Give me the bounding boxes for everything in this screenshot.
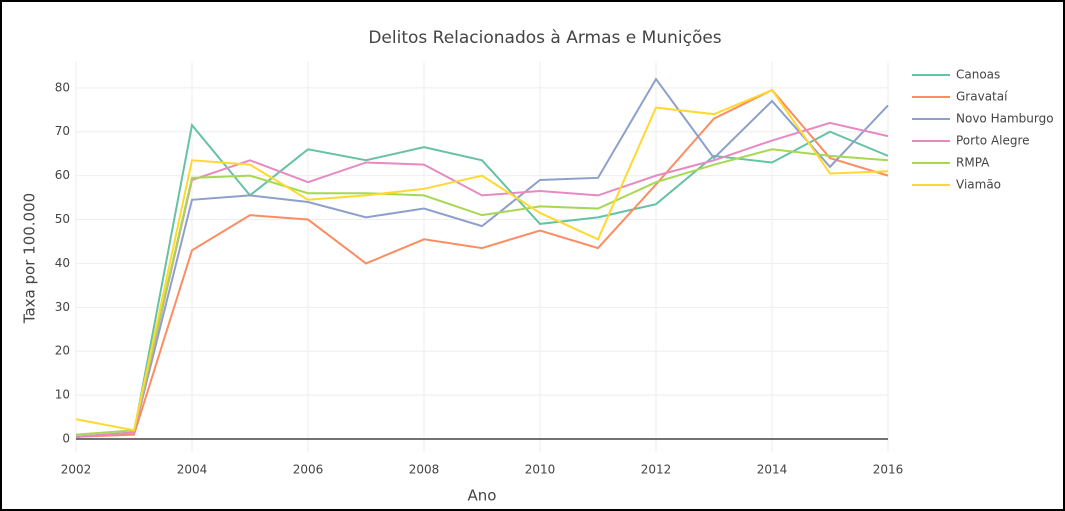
series-line	[75, 121, 889, 438]
y-tick-label: 50	[55, 212, 70, 226]
series-line	[75, 88, 889, 438]
x-tick-label: 2004	[177, 463, 208, 477]
legend-label: RMPA	[956, 156, 990, 170]
y-axis-label: Taxa por 100.000	[21, 193, 39, 324]
y-tick-label: 20	[55, 344, 70, 358]
x-tick-label: 2008	[409, 463, 440, 477]
x-tick-label: 2012	[641, 463, 672, 477]
legend-label: Viamão	[956, 178, 1001, 192]
chart-title: Delitos Relacionados à Armas e Munições	[368, 28, 721, 48]
x-axis-label: Ano	[468, 487, 497, 505]
y-tick-label: 0	[62, 432, 70, 446]
x-tick-label: 2016	[873, 463, 904, 477]
legend-label: Porto Alegre	[956, 134, 1030, 148]
y-tick-label: 30	[55, 300, 70, 314]
x-tick-label: 2002	[61, 463, 92, 477]
y-tick-label: 60	[55, 168, 70, 182]
legend-label: Novo Hamburgo	[956, 112, 1054, 126]
x-tick-label: 2014	[757, 463, 788, 477]
legend-label: Canoas	[956, 68, 1000, 82]
y-tick-label: 10	[55, 388, 70, 402]
y-tick-label: 80	[55, 80, 70, 94]
x-tick-label: 2010	[525, 463, 556, 477]
y-tick-label: 40	[55, 256, 70, 270]
y-tick-label: 70	[55, 124, 70, 138]
series-line	[75, 77, 889, 438]
x-tick-label: 2006	[293, 463, 324, 477]
legend-label: Gravataí	[956, 90, 1008, 104]
series-line	[75, 148, 889, 436]
series-line	[75, 88, 889, 432]
series-line	[75, 122, 889, 438]
